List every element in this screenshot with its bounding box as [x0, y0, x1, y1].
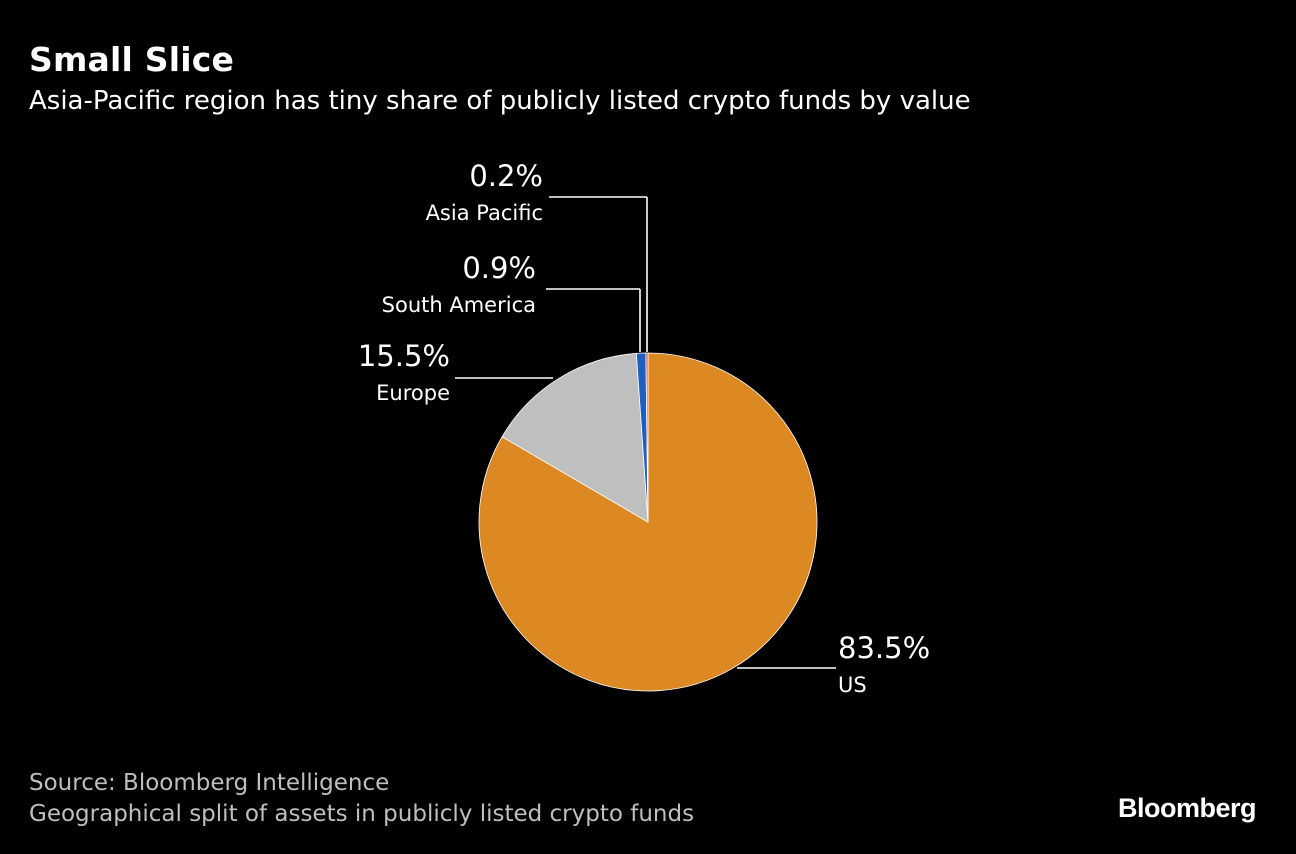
category-label-asia-pacific: Asia Pacific: [426, 201, 543, 225]
data-label-asia-pacific: 0.2%: [469, 159, 543, 193]
category-label-us: US: [838, 673, 867, 697]
chart-description-note: Geographical split of assets in publicly…: [29, 801, 695, 827]
pie-slice-europe: [501, 353, 649, 523]
chart-title: Small Slice: [29, 40, 235, 79]
category-label-europe: Europe: [376, 381, 450, 405]
source-note: Source: Bloomberg Intelligence: [29, 770, 390, 796]
category-label-south-america: South America: [382, 293, 536, 317]
data-label-us: 83.5%: [838, 631, 930, 665]
data-label-europe: 15.5%: [358, 339, 450, 373]
chart-subtitle: Asia-Pacific region has tiny share of pu…: [29, 86, 971, 116]
pie-slice-asia-pacific: [645, 352, 649, 523]
bloomberg-logo: Bloomberg: [1117, 793, 1257, 823]
data-label-south-america: 0.9%: [462, 251, 536, 285]
